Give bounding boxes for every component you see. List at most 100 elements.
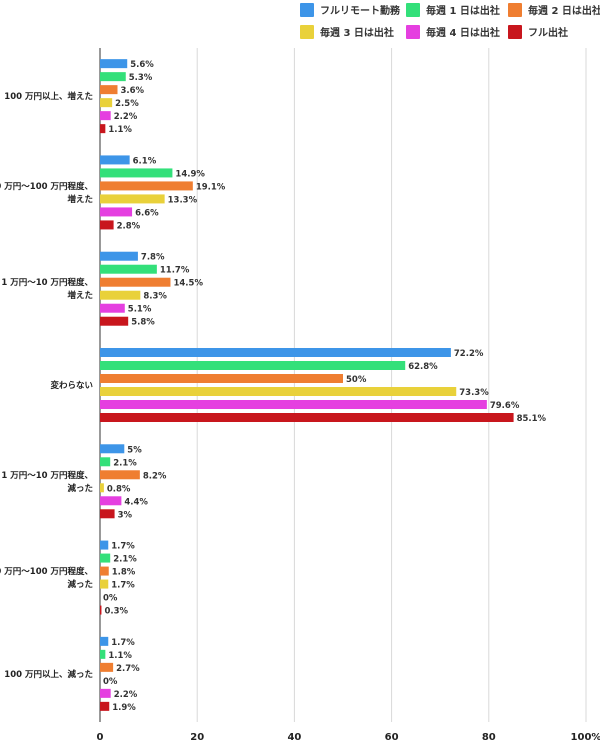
category-label: 10 万円〜100 万円程度、 bbox=[0, 566, 93, 577]
data-label: 5% bbox=[127, 445, 142, 455]
data-label: 2.2% bbox=[114, 690, 138, 700]
category-label: 1 万円〜10 万円程度、 bbox=[1, 470, 93, 481]
data-label: 2.1% bbox=[113, 458, 137, 468]
x-axis: 0 20 40 60 80 100% bbox=[97, 732, 600, 743]
data-label: 79.6% bbox=[490, 401, 520, 411]
data-label: 2.2% bbox=[114, 112, 138, 122]
legend-item-full-remote: フルリモート勤務 bbox=[300, 2, 400, 17]
bar bbox=[100, 85, 118, 95]
data-label: 3.6% bbox=[120, 86, 144, 96]
x-tick-label: 20 bbox=[190, 732, 204, 743]
bar bbox=[100, 251, 138, 261]
bar bbox=[100, 374, 343, 383]
category-label: 10 万円〜100 万円程度、 bbox=[0, 181, 93, 192]
bar bbox=[100, 701, 110, 711]
bar bbox=[100, 413, 514, 422]
bar bbox=[100, 155, 130, 165]
data-label: 6.6% bbox=[135, 208, 159, 218]
x-tick-label: 40 bbox=[287, 732, 301, 743]
data-label: 5.3% bbox=[129, 73, 153, 83]
data-label: 2.8% bbox=[117, 221, 141, 231]
legend-swatch bbox=[406, 24, 420, 39]
bar bbox=[100, 316, 129, 326]
legend-label: 毎週 4 日は出社 bbox=[426, 28, 500, 39]
data-label: 11.7% bbox=[160, 266, 190, 276]
data-label: 1.1% bbox=[108, 651, 132, 661]
data-label: 50% bbox=[346, 375, 367, 385]
bar bbox=[100, 124, 106, 134]
data-label: 1.1% bbox=[108, 125, 132, 135]
bar bbox=[100, 509, 115, 519]
data-label: 5.1% bbox=[128, 305, 152, 315]
legend-label: 毎週 3 日は出社 bbox=[320, 28, 394, 39]
data-label: 1.7% bbox=[111, 542, 135, 552]
bar bbox=[100, 636, 109, 646]
data-label: 0.8% bbox=[107, 484, 131, 494]
bar bbox=[100, 457, 111, 467]
x-tick-label: 80 bbox=[482, 732, 496, 743]
legend-item-weekly-3: 毎週 3 日は出社 bbox=[300, 24, 394, 39]
data-label: 0.3% bbox=[104, 607, 128, 617]
data-label: 2.7% bbox=[116, 664, 140, 674]
bar bbox=[100, 387, 457, 396]
bar bbox=[100, 168, 173, 178]
data-label: 1.7% bbox=[111, 638, 135, 648]
legend-label: 毎週 2 日は出社 bbox=[528, 6, 600, 17]
x-tick-label: 0 bbox=[97, 732, 104, 743]
bar bbox=[100, 264, 157, 274]
bar bbox=[100, 662, 114, 672]
legend-item-weekly-1: 毎週 1 日は出社 bbox=[406, 2, 500, 17]
bar bbox=[100, 579, 109, 589]
legend-swatch bbox=[406, 2, 420, 17]
gridlines bbox=[99, 48, 587, 722]
data-label: 5.6% bbox=[130, 60, 154, 70]
data-label: 7.8% bbox=[141, 253, 165, 263]
data-label: 73.3% bbox=[459, 388, 489, 398]
data-label: 0% bbox=[103, 594, 118, 604]
bar bbox=[100, 444, 125, 454]
bar bbox=[100, 220, 114, 230]
legend-item-weekly-2: 毎週 2 日は出社 bbox=[508, 2, 600, 17]
bar bbox=[100, 605, 102, 615]
category-label: 1 万円〜10 万円程度、 bbox=[1, 277, 93, 288]
x-tick-label: 60 bbox=[385, 732, 399, 743]
data-label: 2.1% bbox=[113, 555, 137, 565]
bar bbox=[100, 277, 171, 287]
bar bbox=[100, 303, 125, 313]
bar bbox=[100, 540, 109, 550]
bar bbox=[100, 553, 111, 563]
data-label: 6.1% bbox=[133, 156, 157, 166]
data-label: 4.4% bbox=[124, 497, 148, 507]
category-label: 100 万円以上、増えた bbox=[4, 91, 93, 102]
legend-label: 毎週 1 日は出社 bbox=[426, 6, 500, 17]
data-label: 13.3% bbox=[168, 195, 198, 205]
data-label: 8.3% bbox=[143, 292, 167, 302]
bar bbox=[100, 348, 451, 357]
bar bbox=[100, 483, 104, 493]
data-label: 19.1% bbox=[196, 182, 226, 192]
bar bbox=[100, 194, 165, 204]
legend-label: フルリモート勤務 bbox=[320, 6, 400, 17]
category-label: 増えた bbox=[67, 194, 93, 205]
data-label: 0% bbox=[103, 677, 118, 687]
category-label: 変わらない bbox=[50, 380, 93, 391]
bar bbox=[100, 649, 106, 659]
bar bbox=[100, 72, 126, 82]
data-label: 85.1% bbox=[517, 414, 547, 424]
data-label: 5.8% bbox=[131, 318, 155, 328]
legend-swatch bbox=[508, 24, 522, 39]
data-label: 1.9% bbox=[112, 703, 136, 713]
bar bbox=[100, 566, 109, 576]
bar bbox=[100, 181, 193, 191]
bar bbox=[100, 688, 111, 698]
bar bbox=[100, 111, 111, 121]
data-label: 14.9% bbox=[175, 169, 205, 179]
data-label: 72.2% bbox=[454, 349, 484, 359]
bar bbox=[100, 59, 128, 69]
category-label: 減った bbox=[67, 579, 93, 590]
data-label: 2.5% bbox=[115, 99, 139, 109]
legend-label: フル出社 bbox=[528, 28, 568, 39]
data-label: 62.8% bbox=[408, 362, 438, 372]
